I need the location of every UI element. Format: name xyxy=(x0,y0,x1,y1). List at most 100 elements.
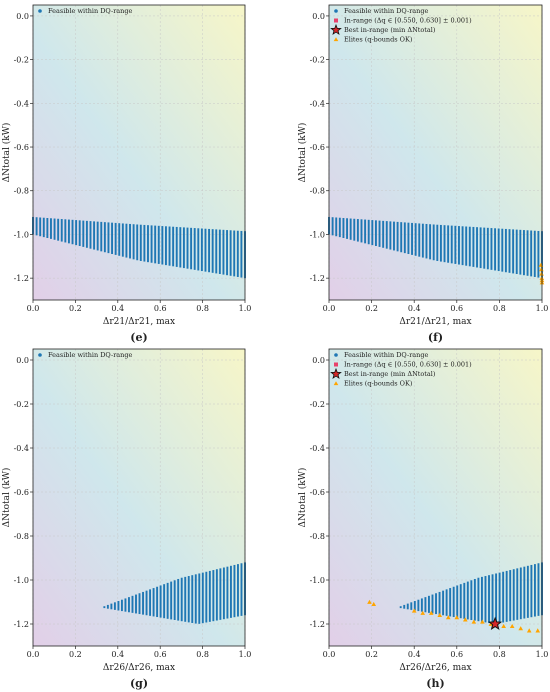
x-axis-label: Δr26/Δr26, max xyxy=(399,663,471,673)
y-tick-label: -0.4 xyxy=(14,99,29,108)
y-tick-label: -0.4 xyxy=(310,444,325,453)
y-tick-label: -0.4 xyxy=(14,444,29,453)
plot-frame xyxy=(32,4,246,301)
x-tick-label: 0.6 xyxy=(154,304,167,313)
legend-label: Elites (q-bounds OK) xyxy=(344,36,413,44)
y-axis-label: ΔNtotal (kW) xyxy=(1,468,12,528)
elite-point xyxy=(437,612,443,618)
legend-label: Elites (q-bounds OK) xyxy=(344,380,413,388)
legend-label: In-range (Δq ∈ [0.550, 0.630] ± 0.001) xyxy=(344,17,472,25)
x-tick-label: 1.0 xyxy=(536,650,549,659)
y-tick-label: -0.6 xyxy=(14,488,29,497)
panel-g: 0.0 0.2 0.4 0.6 0.8 1.0 0.0 -0.2 -0.4 -0.6 -0.8 -1.… xyxy=(1,348,252,690)
elite-point xyxy=(539,267,544,272)
legend: Feasible within DQ-range xyxy=(38,7,133,15)
elite-point xyxy=(454,615,460,620)
elite-point xyxy=(501,623,506,629)
elite-point xyxy=(371,601,377,607)
elite-point xyxy=(480,619,485,624)
x-tick-label: 1.0 xyxy=(239,304,252,313)
legend-label: Best in-range (min ΔNtotal) xyxy=(344,370,436,378)
y-tick-label: -0.6 xyxy=(310,488,325,497)
legend-marker-feasible xyxy=(38,9,42,13)
elite-point xyxy=(445,615,451,620)
y-tick-label: -0.6 xyxy=(14,143,29,152)
x-tick-label: 0.4 xyxy=(408,304,421,313)
legend-marker-inrange xyxy=(334,18,338,23)
best-point xyxy=(488,616,503,630)
legend-label: Feasible within DQ-range xyxy=(48,7,133,15)
y-tick-label: -0.2 xyxy=(310,56,325,65)
legend-marker-feasible xyxy=(334,9,338,13)
elite-point xyxy=(509,623,515,629)
x-tick-label: 0.6 xyxy=(154,650,167,659)
x-tick-label: 0.4 xyxy=(408,650,421,659)
x-tick-label: 0.6 xyxy=(450,304,463,313)
y-axis-label: ΔNtotal (kW) xyxy=(297,123,308,183)
y-tick-label: -0.6 xyxy=(310,143,325,152)
panel-f: 0.0 0.2 0.4 0.6 0.8 1.0 0.0 -0.2 -0.4 -0.6 -0.8 -1.… xyxy=(297,4,549,344)
x-tick-label: 0.6 xyxy=(450,650,463,659)
y-axis-label: ΔNtotal (kW) xyxy=(1,123,12,183)
panel-h: 0.0 0.2 0.4 0.6 0.8 1.0 0.0 -0.2 -0.4 -0.6 -0.8 -1.… xyxy=(297,348,549,690)
y-tick-label: -0.8 xyxy=(14,187,29,196)
elite-point xyxy=(463,617,468,622)
elite-point xyxy=(526,628,532,633)
y-tick-label: -0.8 xyxy=(310,532,325,541)
x-axis-label: Δr21/Δr21, max xyxy=(399,317,471,327)
x-tick-label: 0.0 xyxy=(323,650,336,659)
elite-point xyxy=(420,610,426,615)
legend-marker-elites xyxy=(333,381,339,386)
panel-label: (g) xyxy=(130,677,148,690)
y-tick-label: 0.0 xyxy=(312,356,325,365)
x-axis-label: Δr21/Δr21, max xyxy=(103,317,175,327)
legend-marker-feasible xyxy=(38,353,42,357)
x-tick-label: 1.0 xyxy=(536,304,549,313)
legend-label: Feasible within DQ-range xyxy=(48,351,133,359)
legend: Feasible within DQ-range In-range (Δq ∈ [… xyxy=(330,351,472,388)
y-tick-label: -0.8 xyxy=(310,187,325,196)
y-tick-label: -1.2 xyxy=(310,620,325,629)
legend-marker-inrange xyxy=(334,362,338,367)
elite-point xyxy=(535,628,541,633)
y-tick-label: -1.2 xyxy=(14,274,29,283)
panel-label: (f) xyxy=(428,331,443,344)
elite-point xyxy=(411,608,417,613)
y-tick-label: -0.2 xyxy=(310,400,325,409)
panel-label: (e) xyxy=(130,331,147,344)
legend-marker-elites xyxy=(333,37,339,42)
legend-label: Best in-range (min ΔNtotal) xyxy=(344,26,436,34)
legend-label: In-range (Δq ∈ [0.550, 0.630] ± 0.001) xyxy=(344,361,472,369)
x-tick-label: 0.4 xyxy=(111,304,124,313)
feasible-points xyxy=(396,562,543,624)
y-tick-label: -1.0 xyxy=(310,576,325,585)
y-tick-label: 0.0 xyxy=(16,356,29,365)
x-axis-label: Δr26/Δr26, max xyxy=(103,663,175,673)
x-tick-label: 1.0 xyxy=(239,650,252,659)
y-tick-label: -0.2 xyxy=(14,400,29,409)
y-tick-label: -0.2 xyxy=(14,56,29,65)
legend-marker-best xyxy=(330,23,342,35)
legend: Feasible within DQ-range xyxy=(38,351,133,359)
y-tick-label: -1.2 xyxy=(14,620,29,629)
elite-point xyxy=(518,626,523,631)
y-tick-label: -0.4 xyxy=(310,99,325,108)
y-tick-label: 0.0 xyxy=(16,12,29,21)
y-tick-label: -0.8 xyxy=(14,532,29,541)
x-tick-label: 0.2 xyxy=(69,650,82,659)
panel-label: (h) xyxy=(426,677,444,690)
y-tick-label: 0.0 xyxy=(312,12,325,21)
legend-label: Feasible within DQ-range xyxy=(344,7,429,15)
x-tick-label: 0.8 xyxy=(196,650,209,659)
x-tick-label: 0.2 xyxy=(365,650,378,659)
x-tick-label: 0.8 xyxy=(196,304,209,313)
x-tick-label: 0.0 xyxy=(323,304,336,313)
feasible-points xyxy=(328,216,543,279)
plot-frame xyxy=(328,4,543,301)
legend-label: Feasible within DQ-range xyxy=(344,351,429,359)
legend: Feasible within DQ-range In-range (Δq ∈ [… xyxy=(330,7,472,44)
y-tick-label: -1.0 xyxy=(310,230,325,239)
panel-e: 0.0 0.2 0.4 0.6 0.8 1.0 0.0 -0.2 -0.4 -0.6 -0.8 -1.… xyxy=(1,4,252,344)
elite-point xyxy=(539,271,544,276)
